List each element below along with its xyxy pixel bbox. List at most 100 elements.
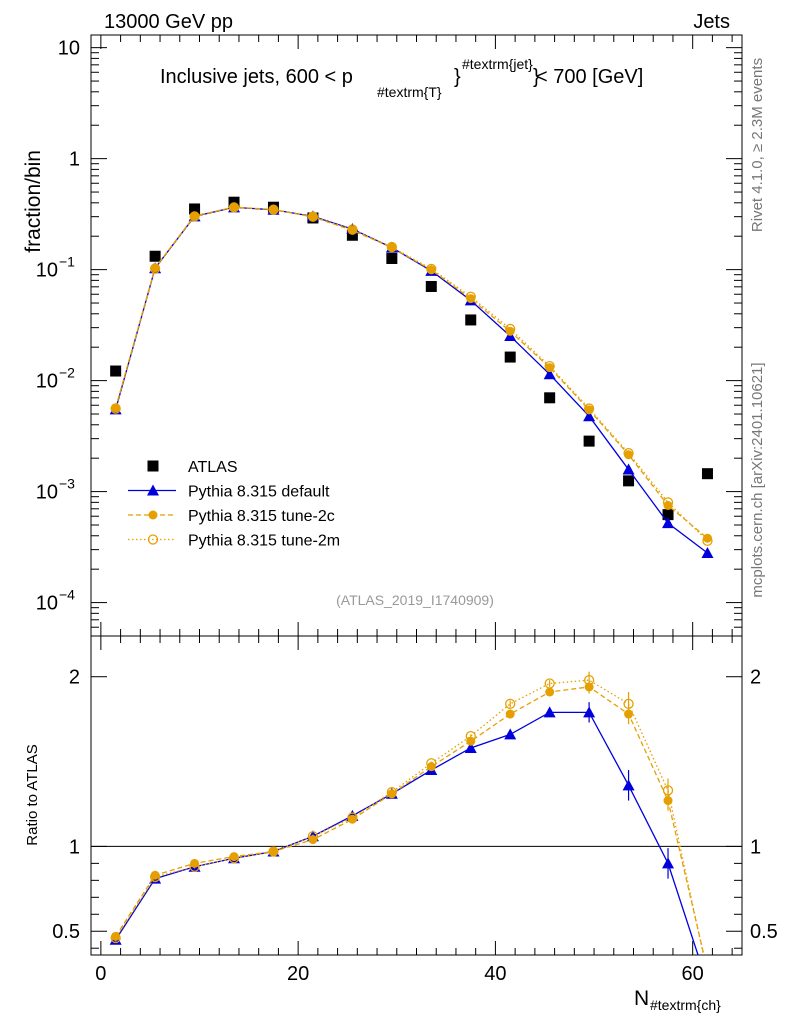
data-point [426,265,436,275]
title-text: Inclusive jets, 600 < p [160,66,353,88]
main-series-group [109,196,714,558]
ratio-point [662,857,675,869]
ratio-point [583,706,596,718]
data-point [149,263,161,274]
ratio-ytick-label-left: 0.5 [52,921,80,943]
main-ytick-exponent: −3 [59,476,75,492]
legend-marker [147,484,159,496]
data-point [149,250,161,262]
data-point [544,392,556,404]
data-point [189,211,200,222]
data-point [544,360,555,372]
main-ytick-label: 10 [58,38,80,60]
data-point [504,351,516,363]
ratio-point [347,812,358,823]
title-superscript: #textrm{jet} [462,56,533,72]
ratio-point [583,674,595,686]
legend-marker [148,510,158,520]
legend-marker [147,534,159,545]
data-point [543,368,556,380]
ratio-ytick-label-right: 2 [750,667,761,689]
main-ytick-label: 10 [36,593,58,615]
data-point [702,533,712,543]
ratio-ytick-label-right: 0.5 [750,921,778,943]
legend-label: Pythia 8.315 default [188,484,330,501]
ratio-line [115,711,699,955]
analysis-label: (ATLAS_2019_I1740909) [336,592,494,608]
ratio-point [545,687,555,697]
header-energy: 13000 GeV pp [104,11,233,33]
legend-entry: Pythia 8.315 default [128,484,330,501]
legend-marker [147,460,159,472]
data-point [268,205,278,215]
data-point [189,203,201,215]
data-point [662,517,675,529]
main-ytick-label: 1 [69,149,80,171]
data-point [662,497,674,508]
data-point [110,365,122,377]
ratio-xtick-label: 40 [484,963,506,985]
ratio-point [623,698,634,710]
data-point [307,211,319,222]
mcplots-label: mcplots.cern.ch [arXiv:2401.10621] [749,362,766,597]
title-tail: < 700 [GeV] [536,66,643,88]
data-point [268,204,279,215]
data-point [662,509,674,521]
main-ytick-label: 10 [36,371,58,393]
rivet-version-label: Rivet 4.1.0, ≥ 2.3M events [749,58,766,232]
ratio-line [115,686,705,955]
main-ytick-exponent: −4 [59,587,75,603]
ratio-point [465,730,476,742]
ratio-xtick-label: 60 [682,963,704,985]
data-point [702,535,713,546]
legend-entry: ATLAS [147,459,238,476]
data-point [308,212,318,222]
legend: ATLAS Pythia 8.315 default Pythia 8.315 tu… [128,459,340,550]
data-point [426,263,437,275]
ratio-series-pythia-8-315-default [109,702,699,955]
data-point [465,291,476,302]
legend-label: Pythia 8.315 tune-2m [188,533,340,550]
main-title: Inclusive jets, 600 < p #textrm{T} #text… [160,56,643,100]
data-point [190,211,200,221]
ratio-point [662,785,674,796]
series-line [115,206,708,554]
ratio-point [544,678,555,689]
ratio-point [703,966,712,975]
main-ylabel: fraction/bin [22,150,45,253]
data-point [622,463,635,475]
ratio-point [149,871,161,883]
xlabel-subscript: #textrm{ch} [650,997,721,1013]
ratio-point [268,846,279,857]
data-point [701,468,713,480]
data-point [505,323,516,335]
legend-label: Pythia 8.315 tune-2c [188,508,335,525]
ratio-point [228,853,240,864]
ratio-point [426,758,437,769]
title-brace-1: } [454,66,461,88]
main-ytick-label: 10 [36,260,58,282]
main-ytick-exponent: −1 [59,254,75,270]
data-point [347,225,357,235]
series-pythia-8-315-default [109,201,714,558]
header-process: Jets [693,11,730,33]
ratio-point [703,969,712,978]
ratio-ytick-label-left: 2 [69,667,80,689]
ratio-point [505,709,515,719]
data-point [623,475,635,487]
ratio-point [464,741,477,753]
ratio-ytick-label-right: 1 [750,836,761,858]
ratio-point [504,728,517,740]
data-point [346,229,358,241]
ratio-point [543,706,556,718]
legend-label: ATLAS [188,459,238,476]
ratio-xtick-label: 0 [95,963,106,985]
data-point [701,546,714,558]
ratio-series-pythia-8-315-tune-2m [110,671,712,978]
xlabel-main: N [634,987,649,1010]
ratio-point [190,858,200,868]
series-pythia-8-315-tune-2m [110,202,713,546]
title-brace-2: } [533,66,540,88]
